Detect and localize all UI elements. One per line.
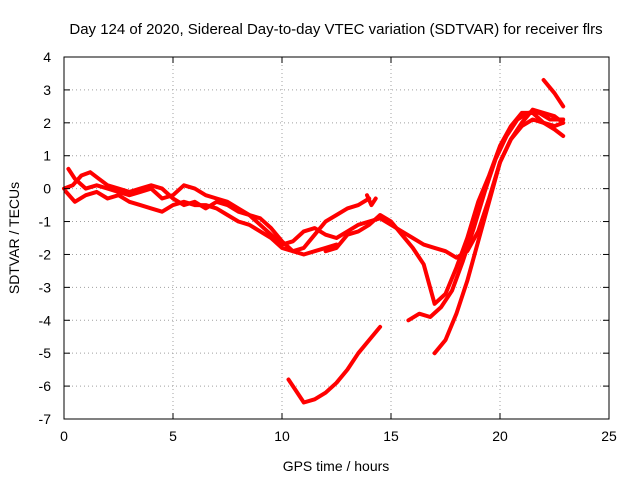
y-tick-label: -4 <box>39 312 52 328</box>
series-line-track-e <box>406 110 566 323</box>
y-tick-label: 0 <box>43 181 51 197</box>
series-line-track-a <box>66 166 339 257</box>
plot-frame <box>63 56 610 420</box>
y-tick-label: -3 <box>39 279 52 295</box>
chart-title: Day 124 of 2020, Sidereal Day-to-day VTE… <box>69 21 602 38</box>
x-tick-label: 20 <box>492 428 508 444</box>
x-tick-label: 25 <box>601 428 617 444</box>
series-line-track-d <box>323 110 566 306</box>
x-tick-label: 0 <box>60 428 68 444</box>
x-axis-label: GPS time / hours <box>283 458 390 474</box>
y-axis-label: SDTVAR / TECUs <box>6 182 22 294</box>
tick-layer: 0 5 10 15 20 25 -7 -6 -5 -4 -3 -2 -1 0 1 2 3 4 <box>39 49 617 444</box>
series-line-track-f <box>432 107 566 356</box>
y-tick-label: 4 <box>43 49 51 65</box>
y-tick-label: -7 <box>39 411 52 427</box>
grid-layer <box>64 57 609 419</box>
series-line-track-h <box>541 78 566 109</box>
y-tick-label: -2 <box>39 246 52 262</box>
series-line-track-g <box>365 193 378 208</box>
x-tick-label: 5 <box>169 428 177 444</box>
y-tick-label: 2 <box>43 115 51 131</box>
x-tick-label: 15 <box>383 428 399 444</box>
y-tick-label: -5 <box>39 345 52 361</box>
y-tick-label: 3 <box>43 82 51 98</box>
series-line-track-c <box>62 117 566 260</box>
x-tick-label: 10 <box>274 428 290 444</box>
y-tick-label: 1 <box>43 148 51 164</box>
series-line-track-i <box>286 324 383 405</box>
y-tick-label: -1 <box>39 214 52 230</box>
y-tick-label: -6 <box>39 378 52 394</box>
series-layer <box>62 78 566 405</box>
